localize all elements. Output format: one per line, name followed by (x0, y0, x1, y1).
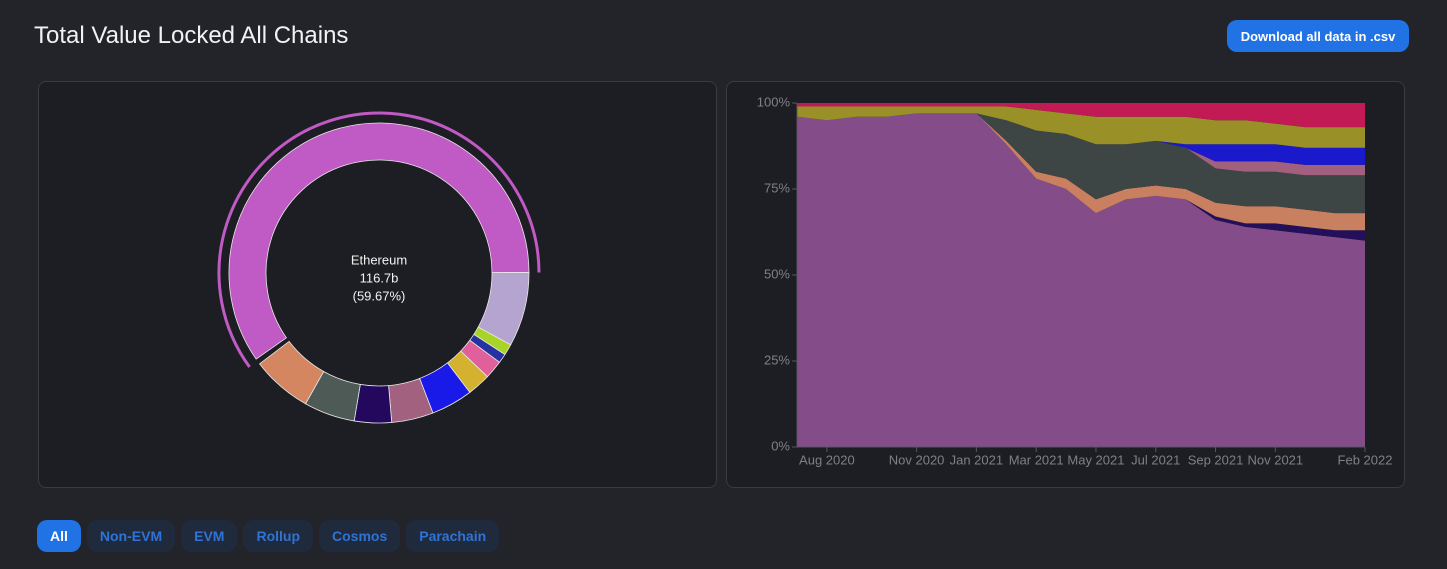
pie-slice (228, 122, 530, 360)
pie-chart: Ethereum 116.7b (59.67%) (217, 111, 541, 424)
filter-tab[interactable]: Cosmos (319, 520, 401, 552)
x-tick-label: Aug 2020 (799, 452, 855, 467)
x-tick-label: May 2021 (1067, 452, 1124, 467)
x-tick-label: Feb 2022 (1338, 452, 1393, 467)
pie-slice (259, 340, 325, 405)
filter-tab[interactable]: All (37, 520, 81, 552)
page-title: Total Value Locked All Chains (34, 22, 349, 49)
y-tick-label: 100% (757, 94, 791, 109)
filter-tab[interactable]: Non-EVM (86, 520, 176, 552)
area-series (797, 113, 1365, 231)
area-chart: 0% 25% 50% 75% 100% Aug 2020 Nov 2020 Jan 2021 M… (757, 94, 1393, 467)
center-name: Ethereum (351, 252, 407, 267)
y-tick-label: 25% (764, 352, 790, 367)
area-series (797, 113, 1365, 241)
area-series (797, 113, 1365, 214)
x-tick-label: Mar 2021 (1009, 452, 1064, 467)
filter-tab[interactable]: EVM (181, 520, 238, 552)
area-panel: 0% 25% 50% 75% 100% Aug 2020 Nov 2020 Jan 2021 M… (726, 81, 1405, 488)
x-tick-label: Jan 2021 (950, 452, 1004, 467)
x-tick-label: Jul 2021 (1131, 452, 1180, 467)
pie-slice (353, 383, 393, 424)
pie-panel: Ethereum 116.7b (59.67%) (38, 81, 717, 488)
area-series (797, 113, 1365, 176)
x-tick-label: Nov 2021 (1247, 452, 1303, 467)
area-series (797, 113, 1365, 165)
center-percent: (59.67%) (353, 288, 406, 303)
area-series (797, 106, 1365, 148)
filter-tab[interactable]: Rollup (243, 520, 313, 552)
y-tick-label: 0% (771, 438, 790, 453)
download-button[interactable]: Download all data in .csv (1227, 20, 1409, 52)
area-series (797, 113, 1365, 447)
x-tick-label: Nov 2020 (889, 452, 945, 467)
tab-bar: All Non-EVM EVM Rollup Cosmos Parachain (37, 520, 500, 552)
y-tick-label: 75% (764, 180, 790, 195)
filter-tab[interactable]: Parachain (406, 520, 500, 552)
x-tick-label: Sep 2021 (1188, 452, 1244, 467)
active-highlight (217, 111, 541, 368)
center-value: 116.7b (360, 270, 399, 285)
area-series (797, 103, 1365, 128)
y-tick-label: 50% (764, 266, 790, 281)
